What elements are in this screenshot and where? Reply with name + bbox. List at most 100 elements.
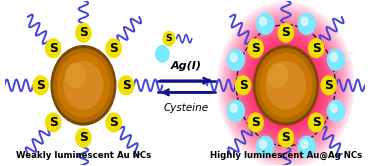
Circle shape — [268, 64, 288, 87]
Circle shape — [156, 46, 169, 62]
Circle shape — [254, 46, 318, 124]
Circle shape — [278, 76, 294, 95]
Circle shape — [66, 64, 85, 87]
Circle shape — [33, 76, 48, 95]
Circle shape — [280, 78, 291, 92]
Circle shape — [298, 13, 315, 34]
Text: S: S — [251, 42, 260, 55]
Circle shape — [259, 52, 313, 119]
Text: S: S — [122, 79, 130, 92]
Text: Ag(I): Ag(I) — [170, 61, 201, 71]
Circle shape — [298, 136, 315, 157]
Circle shape — [277, 74, 295, 96]
Circle shape — [282, 81, 289, 89]
Text: S: S — [36, 79, 45, 92]
Circle shape — [235, 76, 251, 95]
Circle shape — [285, 84, 287, 87]
Circle shape — [57, 54, 109, 117]
Circle shape — [321, 76, 336, 95]
Circle shape — [260, 53, 312, 118]
Circle shape — [64, 62, 103, 109]
Circle shape — [273, 70, 299, 101]
Circle shape — [248, 39, 324, 131]
Text: S: S — [282, 131, 290, 144]
Circle shape — [257, 13, 274, 34]
Circle shape — [257, 50, 314, 120]
Circle shape — [119, 76, 134, 95]
Circle shape — [251, 42, 321, 129]
Circle shape — [271, 67, 301, 104]
Circle shape — [54, 49, 113, 122]
Circle shape — [308, 39, 324, 58]
Circle shape — [255, 47, 317, 123]
Circle shape — [261, 55, 311, 116]
Circle shape — [276, 73, 296, 98]
Circle shape — [227, 49, 245, 70]
Circle shape — [227, 100, 245, 121]
Circle shape — [76, 24, 91, 42]
Text: S: S — [79, 26, 88, 39]
Circle shape — [230, 53, 237, 61]
Text: S: S — [239, 79, 248, 92]
Text: Highly luminescent Au@Ag NCs: Highly luminescent Au@Ag NCs — [210, 151, 362, 160]
Circle shape — [301, 17, 308, 26]
Circle shape — [266, 62, 305, 109]
Text: S: S — [312, 42, 321, 55]
Circle shape — [301, 140, 308, 148]
Circle shape — [265, 60, 307, 111]
Text: S: S — [251, 116, 260, 129]
Circle shape — [269, 64, 303, 106]
Circle shape — [278, 128, 293, 147]
Text: S: S — [312, 116, 321, 129]
Circle shape — [279, 77, 293, 94]
Circle shape — [327, 100, 344, 121]
Circle shape — [260, 140, 266, 148]
Circle shape — [262, 56, 310, 115]
Circle shape — [281, 80, 290, 91]
Text: Cysteine: Cysteine — [164, 103, 209, 113]
Circle shape — [46, 113, 61, 132]
Circle shape — [256, 49, 316, 122]
Circle shape — [270, 66, 302, 105]
Circle shape — [330, 53, 337, 61]
Circle shape — [263, 57, 309, 113]
Text: S: S — [109, 116, 118, 129]
Text: S: S — [79, 131, 88, 144]
Circle shape — [256, 49, 316, 122]
Circle shape — [308, 113, 324, 132]
Circle shape — [106, 113, 121, 132]
Circle shape — [327, 49, 344, 70]
Circle shape — [274, 71, 297, 99]
Text: S: S — [166, 34, 172, 43]
Circle shape — [278, 24, 293, 42]
Circle shape — [253, 45, 319, 126]
Circle shape — [254, 46, 318, 125]
Circle shape — [51, 46, 116, 125]
Circle shape — [106, 39, 121, 58]
Text: S: S — [49, 116, 57, 129]
Circle shape — [268, 63, 304, 108]
Circle shape — [163, 32, 175, 46]
Circle shape — [330, 104, 337, 112]
Text: S: S — [324, 79, 333, 92]
Circle shape — [262, 56, 310, 115]
Circle shape — [252, 43, 320, 127]
Circle shape — [264, 59, 308, 112]
Circle shape — [230, 104, 237, 112]
Circle shape — [248, 39, 263, 58]
Circle shape — [257, 136, 274, 157]
Circle shape — [260, 54, 312, 117]
Text: S: S — [49, 42, 57, 55]
Circle shape — [247, 38, 325, 133]
Circle shape — [284, 83, 288, 88]
Circle shape — [248, 113, 263, 132]
Circle shape — [260, 17, 266, 26]
Circle shape — [272, 69, 300, 102]
Text: Weakly luminescent Au NCs: Weakly luminescent Au NCs — [16, 151, 151, 160]
Circle shape — [46, 39, 61, 58]
Text: S: S — [109, 42, 118, 55]
Circle shape — [266, 62, 305, 109]
Text: S: S — [282, 26, 290, 39]
Circle shape — [76, 128, 91, 147]
Circle shape — [249, 41, 322, 130]
